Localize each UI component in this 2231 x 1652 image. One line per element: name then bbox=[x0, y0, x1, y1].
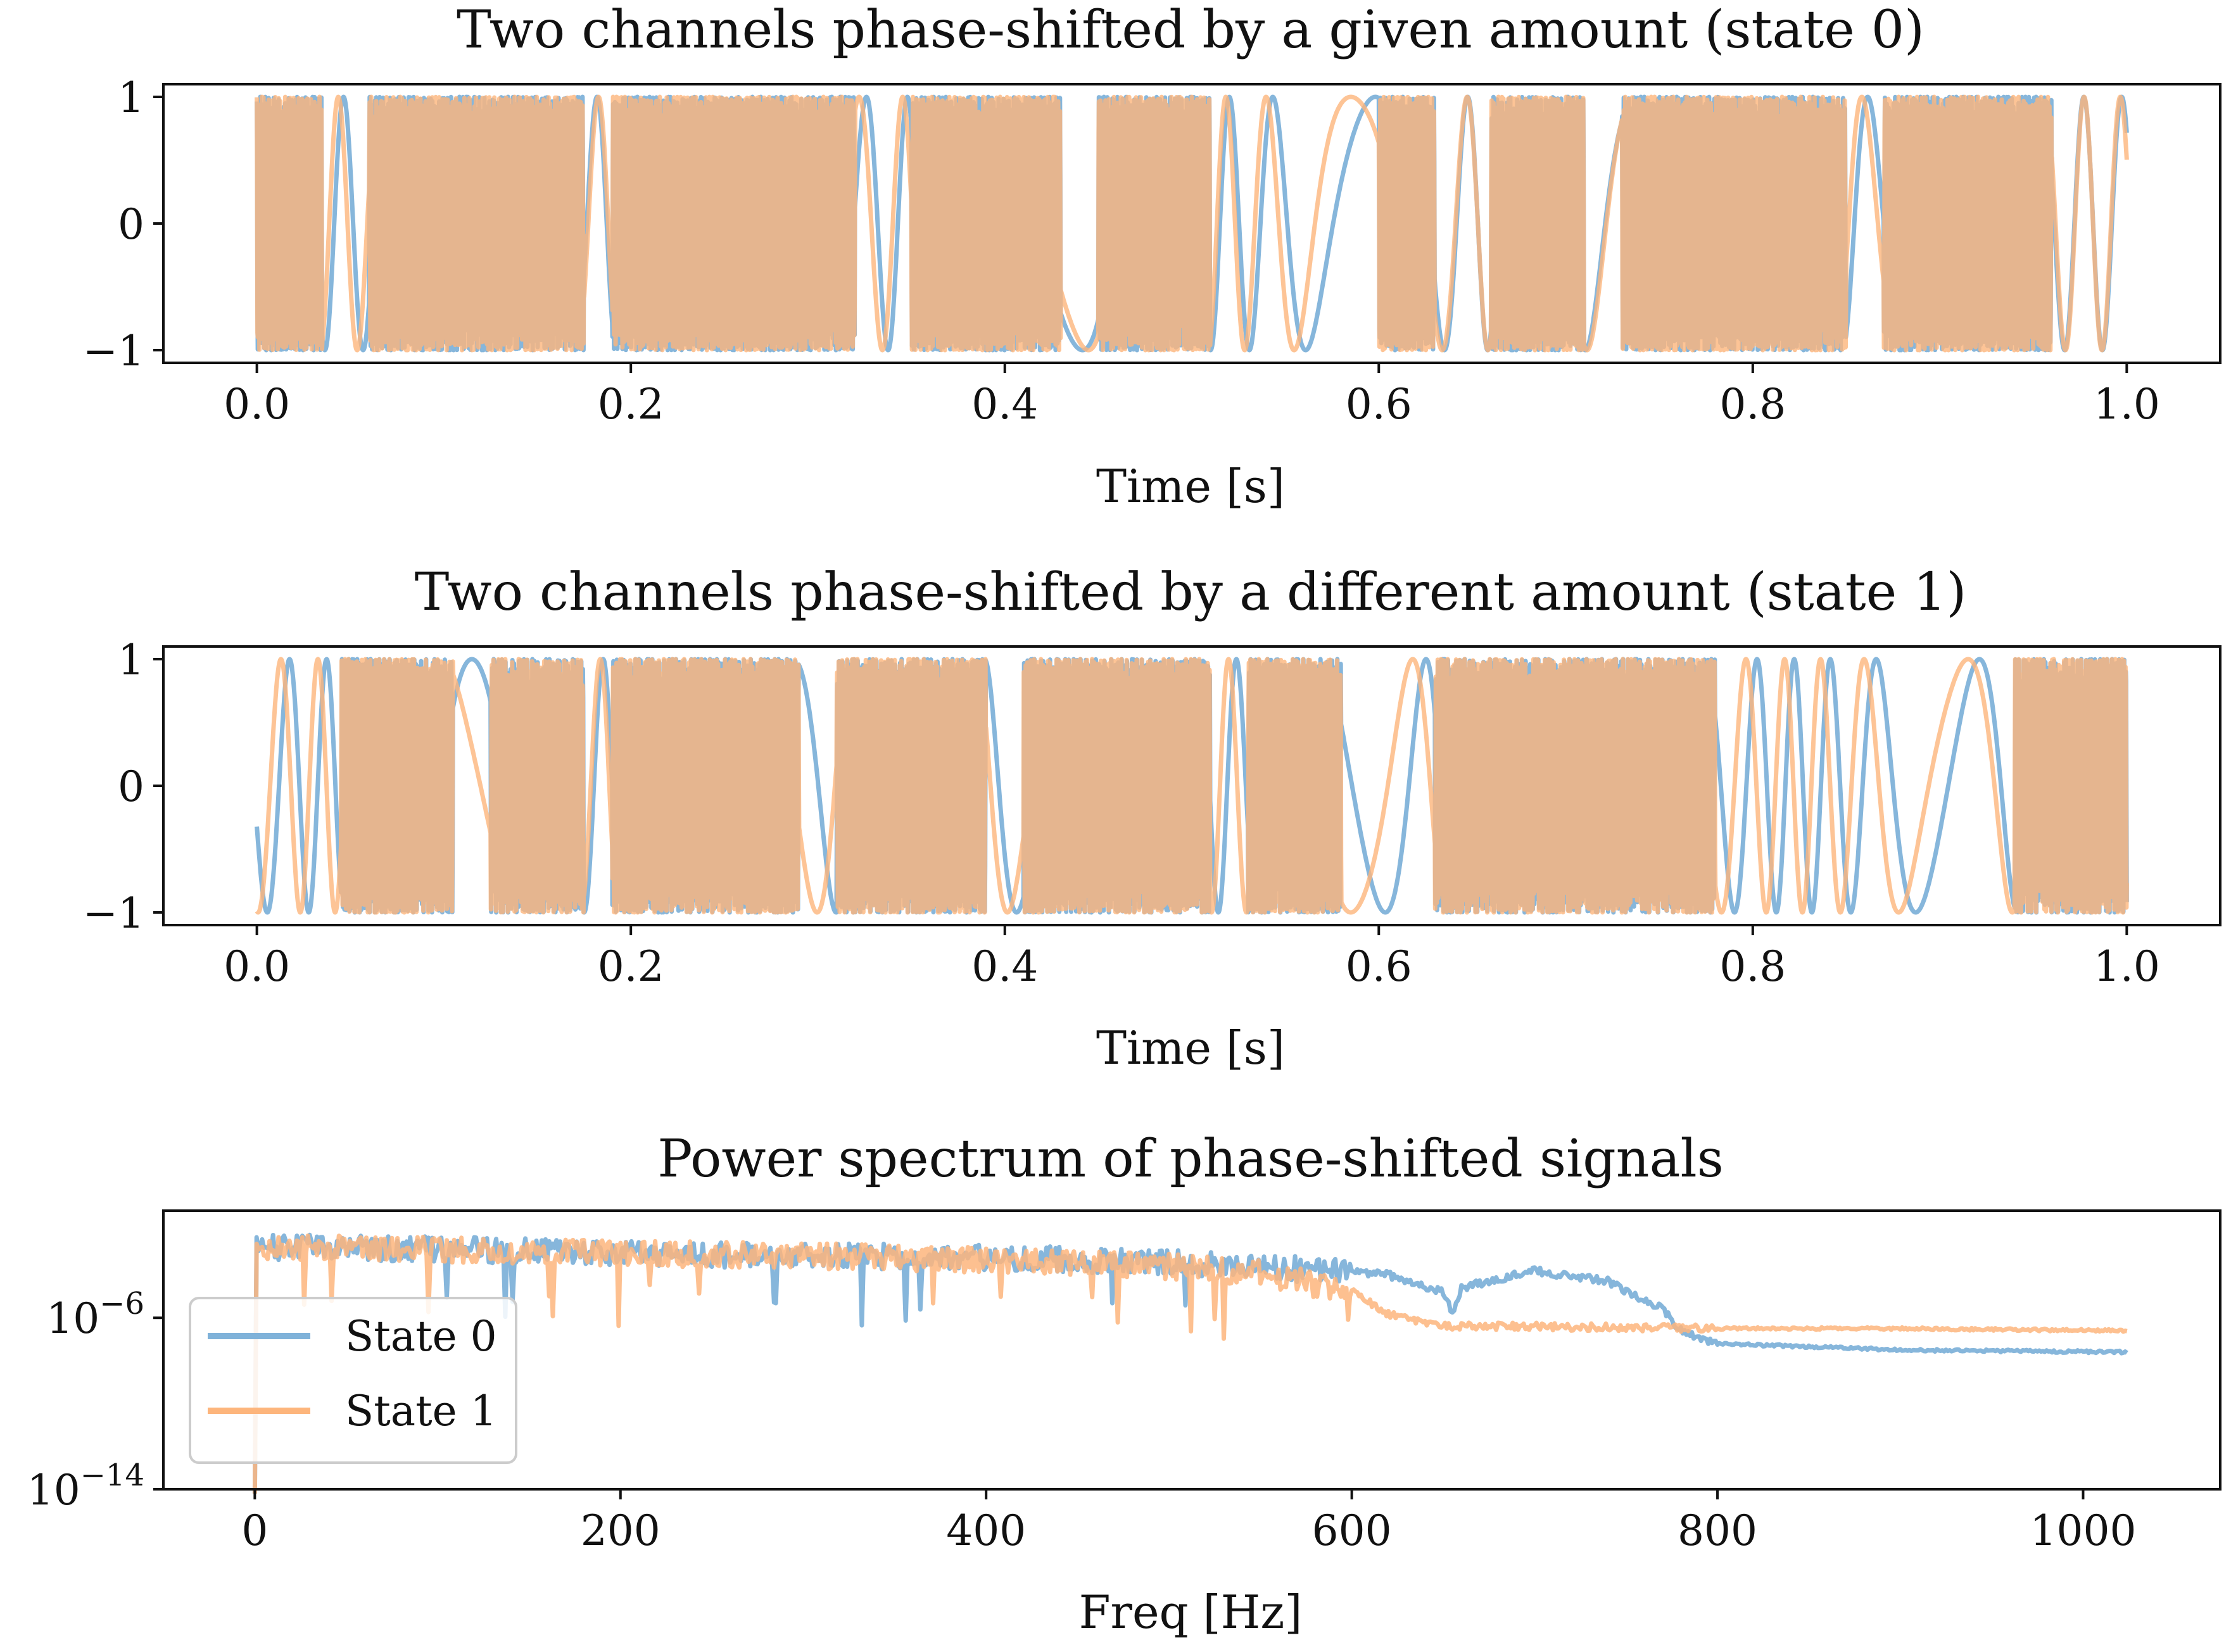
x-tick-label: 600 bbox=[1312, 1506, 1392, 1555]
legend: State 0 State 1 bbox=[189, 1297, 517, 1464]
x-tick-label: 0.6 bbox=[1346, 942, 1412, 991]
x-tick-label: 0.0 bbox=[224, 942, 290, 991]
x-tick-label: 0.4 bbox=[971, 380, 1038, 429]
y-tick-label: −1 bbox=[83, 327, 144, 375]
x-tick-label: 1000 bbox=[2030, 1506, 2136, 1555]
subplot-1-signal-lines bbox=[255, 94, 2129, 353]
subplot-1-xlabel: Time [s] bbox=[1096, 460, 1285, 513]
y-tick-label: 1 bbox=[118, 636, 144, 684]
x-tick-label: 0.8 bbox=[1719, 942, 1786, 991]
x-tick-label: 1.0 bbox=[2094, 942, 2160, 991]
x-tick-label: 0.8 bbox=[1719, 380, 1786, 429]
subplot-2-title: Two channels phase-shifted by a differen… bbox=[415, 562, 1967, 622]
series-channel-2-line bbox=[255, 657, 2129, 915]
spectrum-lines bbox=[252, 1232, 2128, 1494]
y-tick-label: 10−6 bbox=[46, 1286, 144, 1343]
x-tick-label: 0.0 bbox=[224, 380, 290, 429]
subplot-power-spectrum: Power spectrum of phase-shifted signals … bbox=[27, 1129, 2222, 1639]
subplot-2-xlabel: Time [s] bbox=[1096, 1021, 1285, 1075]
x-tick-label: 0.2 bbox=[598, 380, 664, 429]
x-tick-label: 0.2 bbox=[598, 942, 664, 991]
series-state-1-line bbox=[252, 1233, 2128, 1494]
y-tick-label: 0 bbox=[118, 762, 144, 811]
subplot-1-title: Two channels phase-shifted by a given am… bbox=[457, 0, 1924, 60]
subplot-3-frame bbox=[162, 1209, 2222, 1491]
series-channel-2-line bbox=[255, 94, 2129, 353]
x-tick-label: 400 bbox=[946, 1506, 1026, 1555]
subplot-state-0: Two channels phase-shifted by a given am… bbox=[83, 0, 2222, 513]
legend-label-state-0: State 0 bbox=[345, 1312, 497, 1361]
x-tick-label: 1.0 bbox=[2094, 380, 2160, 429]
x-tick-label: 0 bbox=[241, 1506, 268, 1555]
legend-label-state-1: State 1 bbox=[345, 1387, 497, 1435]
x-tick-label: 200 bbox=[581, 1506, 660, 1555]
subplot-state-1: Two channels phase-shifted by a differen… bbox=[83, 562, 2222, 1075]
subplot-3-xlabel: Freq [Hz] bbox=[1079, 1586, 1303, 1639]
x-tick-label: 0.4 bbox=[971, 942, 1038, 991]
y-tick-label: 0 bbox=[118, 200, 144, 249]
y-tick-label: 10−14 bbox=[27, 1458, 144, 1515]
y-tick-label: 1 bbox=[118, 73, 144, 122]
x-tick-label: 0.6 bbox=[1346, 380, 1412, 429]
subplot-2-signal-lines bbox=[255, 657, 2129, 915]
x-tick-label: 800 bbox=[1678, 1506, 1757, 1555]
subplot-3-title: Power spectrum of phase-shifted signals bbox=[657, 1129, 1724, 1189]
y-tick-label: −1 bbox=[83, 889, 144, 938]
